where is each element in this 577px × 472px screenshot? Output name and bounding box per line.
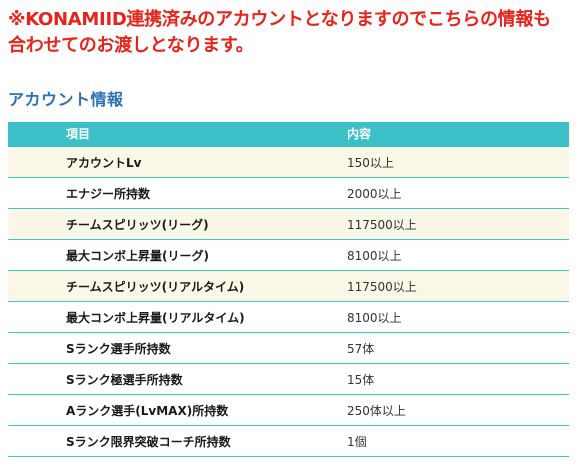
row-value: 117500以上	[347, 270, 569, 302]
table-row: エナジー所持数 2000以上	[8, 177, 569, 209]
account-info-table: 項目 内容 アカウントLv 150以上 エナジー所持数 2000以上 チームスピ…	[8, 122, 569, 457]
table-row: Sランク選手所持数 57体	[8, 332, 569, 364]
table-row: チームスピリッツ(リーグ) 117500以上	[8, 208, 569, 240]
row-value: 1個	[347, 425, 569, 457]
notice-line-1: ※KONAMIID連携済みのアカウントとなりますのでこちらの情報も	[8, 9, 551, 30]
account-notice: ※KONAMIID連携済みのアカウントとなりますのでこちらの情報も 合わせてのお…	[8, 7, 573, 59]
table-row: 最大コンボ上昇量(リーグ) 8100以上	[8, 239, 569, 271]
table-row: 最大コンボ上昇量(リアルタイム) 8100以上	[8, 301, 569, 333]
table-row: Sランク限界突破コーチ所持数 1個	[8, 425, 569, 457]
row-value: 150以上	[347, 146, 569, 178]
row-value: 117500以上	[347, 208, 569, 240]
row-item: Aランク選手(LvMAX)所持数	[8, 394, 347, 426]
row-value: 250体以上	[347, 394, 569, 426]
row-item: Sランク極選手所持数	[8, 363, 347, 395]
table-row: Sランク極選手所持数 15体	[8, 363, 569, 395]
row-item: エナジー所持数	[8, 177, 347, 209]
section-title: アカウント情報	[8, 90, 124, 109]
row-value: 57体	[347, 332, 569, 364]
header-content: 内容	[347, 122, 569, 147]
row-item: チームスピリッツ(リアルタイム)	[8, 270, 347, 302]
row-item: チームスピリッツ(リーグ)	[8, 208, 347, 240]
row-value: 8100以上	[347, 239, 569, 271]
row-item: 最大コンボ上昇量(リアルタイム)	[8, 301, 347, 333]
table-row: アカウントLv 150以上	[8, 146, 569, 178]
row-item: Sランク選手所持数	[8, 332, 347, 364]
table-row: Aランク選手(LvMAX)所持数 250体以上	[8, 394, 569, 426]
table-row: チームスピリッツ(リアルタイム) 117500以上	[8, 270, 569, 302]
row-item: アカウントLv	[8, 146, 347, 178]
row-value: 15体	[347, 363, 569, 395]
header-item: 項目	[8, 122, 347, 147]
row-item: Sランク限界突破コーチ所持数	[8, 425, 347, 457]
notice-line-2: 合わせてのお渡しとなります。	[8, 35, 254, 56]
row-value: 2000以上	[347, 177, 569, 209]
row-value: 8100以上	[347, 301, 569, 333]
row-item: 最大コンボ上昇量(リーグ)	[8, 239, 347, 271]
table-header-row: 項目 内容	[8, 122, 569, 147]
